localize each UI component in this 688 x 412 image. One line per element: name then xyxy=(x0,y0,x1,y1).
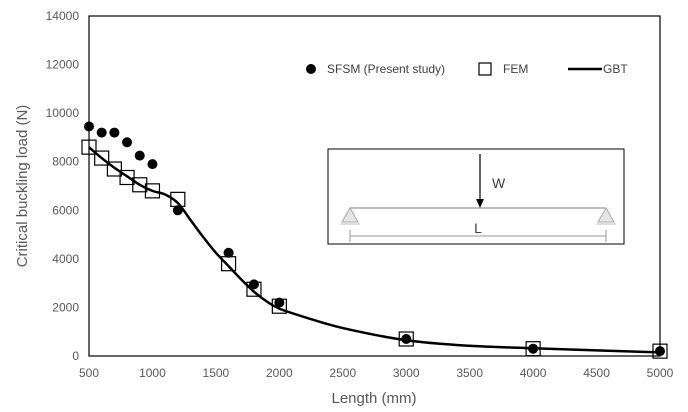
sfsm-point xyxy=(248,279,259,290)
sfsm-point xyxy=(655,346,665,357)
x-tick-label: 1500 xyxy=(203,366,230,380)
y-tick-labels: 0 2000 4000 6000 8000 10000 12000 14000 xyxy=(46,9,80,363)
fem-point xyxy=(144,183,161,199)
sfsm-point xyxy=(84,121,94,132)
legend-marker-fem xyxy=(478,62,492,76)
series-layer xyxy=(81,121,668,359)
y-tick-label: 10000 xyxy=(46,106,80,120)
beam-inset-diagram: W L xyxy=(327,148,625,245)
x-tick-label: 4500 xyxy=(583,366,610,380)
fem-point xyxy=(525,341,541,357)
right-roller-support-icon xyxy=(597,206,615,223)
legend: SFSM (Present study) FEM GBT xyxy=(306,62,628,76)
sfsm-point xyxy=(134,150,145,161)
inset-frame xyxy=(327,148,625,245)
legend-marker-sfsm xyxy=(306,64,316,74)
sfsm-point xyxy=(122,137,133,148)
x-tick-label: 5000 xyxy=(647,366,674,380)
legend-label-sfsm: SFSM (Present study) xyxy=(327,62,445,76)
sfsm-point xyxy=(172,205,183,216)
x-tick-label: 3000 xyxy=(393,366,420,380)
sfsm-point xyxy=(274,297,285,308)
x-axis-title: Length (mm) xyxy=(331,390,416,407)
x-tick-labels: 500 1000 1500 2000 2500 3000 3500 4000 4500 5000 xyxy=(79,366,674,380)
x-tick-label: 500 xyxy=(79,366,99,380)
y-tick-label: 2000 xyxy=(52,300,79,314)
sfsm-point xyxy=(223,247,234,258)
load-label: W xyxy=(492,175,506,191)
fem-point xyxy=(94,150,110,166)
load-arrowhead-icon xyxy=(476,199,484,208)
y-tick-label: 0 xyxy=(72,349,79,363)
x-tick-label: 4000 xyxy=(520,366,547,380)
sfsm-point xyxy=(109,127,120,138)
x-tick-label: 2500 xyxy=(329,366,356,380)
sfsm-point xyxy=(401,334,412,344)
sfsm-point xyxy=(147,159,158,170)
y-tick-label: 4000 xyxy=(52,252,79,266)
x-tick-label: 3500 xyxy=(456,366,483,380)
fem-point xyxy=(106,161,122,177)
sfsm-point xyxy=(528,343,539,354)
legend-label-gbt: GBT xyxy=(603,62,628,76)
fem-point xyxy=(398,331,414,347)
y-tick-label: 6000 xyxy=(52,203,79,217)
legend-label-fem: FEM xyxy=(503,62,528,76)
plot-area-frame xyxy=(88,15,661,357)
fem-point xyxy=(652,343,668,359)
y-tick-label: 8000 xyxy=(52,155,79,169)
fem-point xyxy=(132,177,148,193)
x-tick-label: 1000 xyxy=(139,366,166,380)
y-tick-label: 14000 xyxy=(46,9,80,23)
sfsm-point xyxy=(96,127,107,138)
y-axis-title: Critical buckling load (N) xyxy=(14,105,31,268)
y-tick-label: 12000 xyxy=(46,58,80,72)
series-line-gbt xyxy=(88,146,661,354)
left-pin-support-icon xyxy=(341,206,359,223)
fem-point xyxy=(220,256,237,272)
fem-point xyxy=(81,139,97,155)
span-label: L xyxy=(474,220,482,236)
x-tick-label: 2000 xyxy=(266,366,293,380)
